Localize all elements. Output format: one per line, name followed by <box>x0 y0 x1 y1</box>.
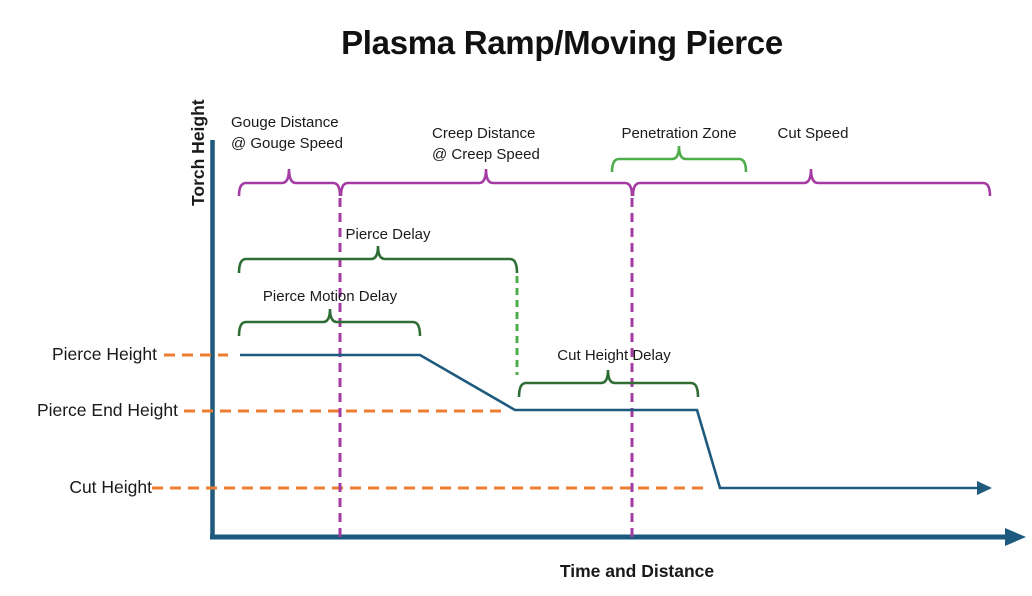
cut-speed-label: Cut Speed <box>777 125 849 142</box>
x-axis-arrow-icon <box>1005 528 1026 546</box>
x-axis-label: Time and Distance <box>559 561 715 581</box>
page-title: Plasma Ramp/Moving Pierce <box>341 24 783 61</box>
pierce-delay-label: Pierce Delay <box>345 226 431 243</box>
pierce-motion-delay-label: Pierce Motion Delay <box>262 288 398 305</box>
penetration-zone-brace <box>610 145 748 173</box>
penetration-zone-label: Penetration Zone <box>621 125 737 142</box>
pierce-height-label: Pierce Height <box>51 344 157 364</box>
y-axis-label: Torch Height <box>188 99 208 206</box>
cut-speed-brace <box>631 168 992 197</box>
pierce-motion-delay-brace <box>237 308 422 337</box>
creep-distance-label: Creep Distance @ Creep Speed <box>432 125 540 163</box>
creep-distance-brace <box>339 168 634 197</box>
profile-arrow-icon <box>977 481 992 495</box>
pierce-delay-brace <box>237 245 519 274</box>
pierce-end-height-label: Pierce End Height <box>36 400 178 420</box>
gouge-distance-label: Gouge Distance @ Gouge Speed <box>231 114 343 152</box>
cut-height-delay-label: Cut Height Delay <box>557 347 671 364</box>
cut-height-delay-brace <box>517 369 700 398</box>
cut-height-label: Cut Height <box>69 477 152 497</box>
gouge-distance-brace <box>237 168 342 197</box>
torch-height-profile-line <box>240 353 979 490</box>
